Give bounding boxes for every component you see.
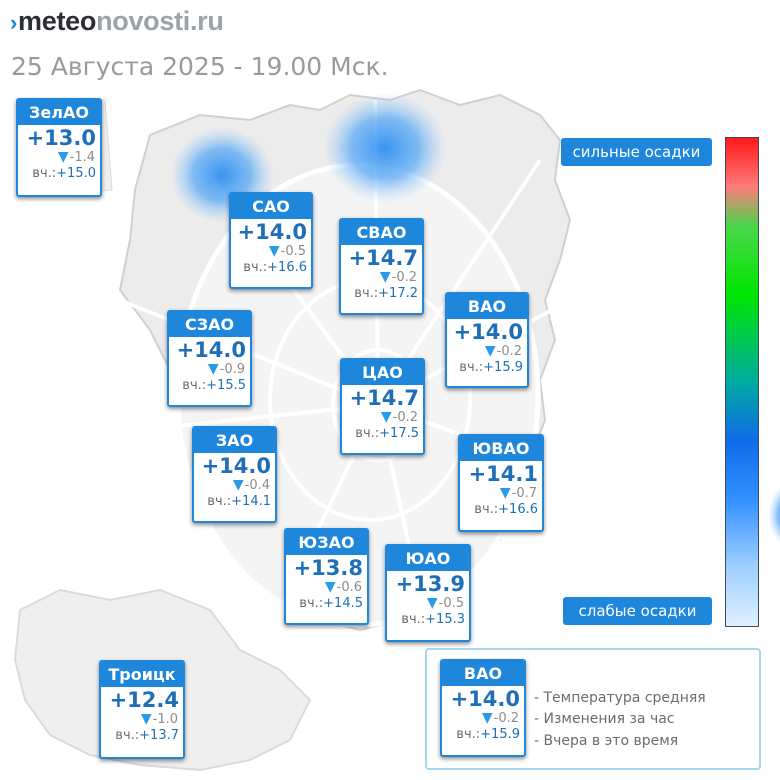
precip-cloud-east-edge — [768, 486, 780, 544]
down-triangle-icon: ▼ — [481, 710, 493, 726]
district-change: ▼-0.9 — [207, 361, 245, 378]
district-yesterday: вч.:+16.6 — [243, 260, 307, 275]
legend-sample-temperature: +14.0 — [450, 687, 520, 711]
down-triangle-icon: ▼ — [140, 711, 152, 727]
district-temperature: +14.7 — [349, 386, 419, 410]
district-name: ЮВАО — [460, 436, 542, 461]
district-change: ▼-0.2 — [484, 343, 522, 360]
legend-sample-yesterday: вч.:+15.9 — [456, 727, 520, 742]
district-card-cao[interactable]: ЦАО +14.7 ▼-0.2 вч.:+17.5 — [340, 358, 425, 455]
district-name: ВАО — [447, 294, 527, 319]
down-triangle-icon: ▼ — [232, 477, 244, 493]
site-logo[interactable]: ›meteonovosti.ru — [10, 6, 224, 37]
district-yesterday: вч.:+15.5 — [182, 378, 246, 393]
legend-sample-name: ВАО — [442, 661, 524, 686]
district-change: ▼-0.2 — [379, 269, 417, 286]
district-card-szao[interactable]: СЗАО +14.0 ▼-0.9 вч.:+15.5 — [167, 310, 252, 407]
down-triangle-icon: ▼ — [499, 485, 511, 501]
district-card-yuvao[interactable]: ЮВАО +14.1 ▼-0.7 вч.:+16.6 — [458, 434, 544, 532]
district-temperature: +14.0 — [453, 320, 523, 344]
down-triangle-icon: ▼ — [57, 149, 69, 165]
district-card-svao[interactable]: СВАО +14.7 ▼-0.2 вч.:+17.2 — [339, 218, 424, 315]
district-yesterday: вч.:+17.2 — [354, 286, 418, 301]
district-card-zelao[interactable]: ЗелАО +13.0 ▼-1.4 вч.:+15.0 — [16, 98, 102, 197]
district-change: ▼-1.4 — [57, 149, 95, 166]
district-temperature: +13.8 — [293, 556, 363, 580]
district-change: ▼-0.5 — [426, 595, 464, 612]
district-yesterday: вч.:+15.9 — [459, 360, 523, 375]
logo-text-dark: meteo — [18, 6, 97, 36]
district-yesterday: вч.:+15.0 — [32, 166, 96, 181]
legend-yesterday-desc: - Вчера в это время — [534, 733, 679, 749]
logo-mark: › — [10, 10, 18, 35]
district-yesterday: вч.:+17.5 — [355, 426, 419, 441]
district-name: Троицк — [101, 662, 183, 687]
down-triangle-icon: ▼ — [207, 361, 219, 377]
down-triangle-icon: ▼ — [268, 243, 280, 259]
district-change: ▼-0.7 — [499, 485, 537, 502]
district-name: ЗелАО — [18, 100, 100, 125]
district-name: ЗАО — [194, 428, 275, 453]
district-card-yuao[interactable]: ЮАО +13.9 ▼-0.5 вч.:+15.3 — [385, 544, 471, 642]
precip-cloud-north — [323, 93, 447, 203]
district-yesterday: вч.:+16.6 — [474, 502, 538, 517]
precip-weak-label: слабые осадки — [563, 597, 712, 625]
district-change: ▼-0.2 — [380, 409, 418, 426]
district-card-troitsk[interactable]: Троицк +12.4 ▼-1.0 вч.:+13.7 — [99, 660, 185, 759]
district-yesterday: вч.:+13.7 — [115, 728, 179, 743]
district-temperature: +14.7 — [348, 246, 418, 270]
logo-text-light: novosti.ru — [96, 6, 224, 36]
district-name: СВАО — [341, 220, 422, 245]
legend-sample-card: ВАО +14.0 ▼-0.2 вч.:+15.9 — [440, 659, 526, 757]
legend-temperature-desc: - Температура средняя — [534, 690, 706, 706]
district-card-yuzao[interactable]: ЮЗАО +13.8 ▼-0.6 вч.:+14.5 — [284, 528, 369, 625]
district-change: ▼-0.5 — [268, 243, 306, 260]
legend-sample-change: ▼-0.2 — [481, 710, 519, 727]
district-change: ▼-1.0 — [140, 711, 178, 728]
down-triangle-icon: ▼ — [379, 269, 391, 285]
down-triangle-icon: ▼ — [426, 595, 438, 611]
district-temperature: +14.1 — [468, 462, 538, 486]
district-name: ЦАО — [342, 360, 423, 385]
district-name: САО — [231, 194, 311, 219]
district-temperature: +14.0 — [176, 338, 246, 362]
district-card-zao[interactable]: ЗАО +14.0 ▼-0.4 вч.:+14.1 — [192, 426, 277, 523]
district-temperature: +13.0 — [26, 126, 96, 150]
district-temperature: +14.0 — [201, 454, 271, 478]
district-card-sao[interactable]: САО +14.0 ▼-0.5 вч.:+16.6 — [229, 192, 313, 289]
forecast-datetime: 25 Августа 2025 - 19.00 Мск. — [11, 52, 389, 81]
district-change: ▼-0.6 — [324, 579, 362, 596]
district-temperature: +14.0 — [237, 220, 307, 244]
precip-strong-label: сильные осадки — [561, 138, 712, 166]
district-change: ▼-0.4 — [232, 477, 270, 494]
down-triangle-icon: ▼ — [324, 579, 336, 595]
district-temperature: +12.4 — [109, 688, 179, 712]
district-yesterday: вч.:+15.3 — [401, 612, 465, 627]
district-name: ЮАО — [387, 546, 469, 571]
district-temperature: +13.9 — [395, 572, 465, 596]
district-name: ЮЗАО — [286, 530, 367, 555]
precip-gradient-scale — [725, 137, 759, 627]
down-triangle-icon: ▼ — [380, 409, 392, 425]
district-yesterday: вч.:+14.5 — [299, 596, 363, 611]
district-yesterday: вч.:+14.1 — [207, 494, 271, 509]
district-name: СЗАО — [169, 312, 250, 337]
legend-change-desc: - Изменения за час — [534, 711, 675, 727]
down-triangle-icon: ▼ — [484, 343, 496, 359]
district-card-vao[interactable]: ВАО +14.0 ▼-0.2 вч.:+15.9 — [445, 292, 529, 388]
